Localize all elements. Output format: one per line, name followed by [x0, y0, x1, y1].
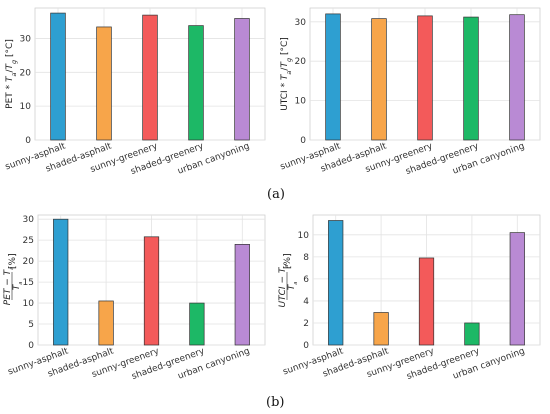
bar-shaded-greenery [464, 322, 480, 346]
svg-text:[%]: [%] [283, 253, 293, 269]
bar-shaded-asphalt [371, 18, 387, 141]
bar-shaded-greenery [463, 16, 479, 141]
bar-urban-canyoning [509, 14, 525, 141]
y-tick-label: 4 [303, 297, 309, 307]
svg-text:[%]: [%] [8, 253, 18, 269]
y-tick-label: 10 [20, 102, 32, 112]
svg-text:Ta: Ta [287, 282, 299, 291]
svg-text:UTCI * Ta/Tg [°C]: UTCI * Ta/Tg [°C] [280, 37, 293, 111]
utci-percent-chart: 0246810sunny-asphaltshaded-asphaltsunny-… [278, 214, 541, 382]
bar-urban-canyoning [234, 244, 250, 346]
bar-sunny-asphalt [325, 13, 341, 141]
y-tick-label: 0 [300, 136, 306, 146]
pet-ratio-chart: 0102030sunny-asphaltshaded-asphaltsunny-… [4, 7, 266, 177]
bar-urban-canyoning [234, 18, 250, 141]
subcaption-a: (a) [267, 187, 285, 202]
y-tick-label: 20 [295, 57, 307, 67]
y-tick-label: 30 [20, 34, 32, 44]
y-tick-label: 30 [295, 18, 307, 28]
bar-sunny-asphalt [53, 218, 69, 346]
y-tick-label: 0 [28, 341, 34, 351]
bar-shaded-asphalt [98, 300, 114, 346]
pet-percent-chart: 051015202530sunny-asphaltshaded-asphalts… [3, 214, 266, 382]
y-tick-label: 10 [298, 231, 310, 241]
subcaption-b: (b) [266, 395, 285, 410]
bar-sunny-greenery [417, 15, 433, 141]
y-tick-label: 0 [303, 341, 309, 351]
svg-text:UTCI − Ta: UTCI − Ta [278, 265, 290, 308]
y-tick-label: 30 [23, 215, 35, 225]
bar-sunny-asphalt [328, 220, 344, 346]
y-tick-label: 6 [303, 275, 309, 285]
utci-ratio-chart: 0102030sunny-asphaltshaded-asphaltsunny-… [279, 7, 541, 177]
svg-text:PET − Ta: PET − Ta [3, 267, 15, 305]
bar-shaded-asphalt [373, 312, 389, 346]
y-tick-label: 5 [28, 320, 34, 330]
bar-sunny-asphalt [50, 12, 66, 141]
bar-shaded-greenery [189, 302, 205, 346]
bar-urban-canyoning [509, 232, 525, 346]
bar-shaded-greenery [188, 25, 204, 141]
bar-sunny-greenery [418, 257, 435, 346]
y-axis-label: UTCI * Ta/Tg [°C] [280, 37, 293, 111]
y-axis-label: PET * Ta/Tg [°C] [5, 39, 18, 109]
bar-sunny-greenery [143, 236, 160, 346]
y-tick-label: 0 [25, 136, 31, 146]
y-tick-label: 10 [295, 97, 307, 107]
y-tick-label: 15 [23, 278, 34, 288]
y-tick-label: 20 [20, 68, 32, 78]
y-tick-label: 20 [23, 257, 35, 267]
y-tick-label: 2 [303, 319, 309, 329]
svg-text:Ta: Ta [12, 282, 24, 291]
y-tick-label: 8 [303, 253, 309, 263]
y-tick-label: 10 [23, 299, 35, 309]
bar-sunny-greenery [142, 14, 158, 141]
bar-shaded-asphalt [96, 26, 112, 141]
y-tick-label: 25 [23, 236, 34, 246]
svg-text:PET * Ta/Tg [°C]: PET * Ta/Tg [°C] [5, 39, 18, 109]
